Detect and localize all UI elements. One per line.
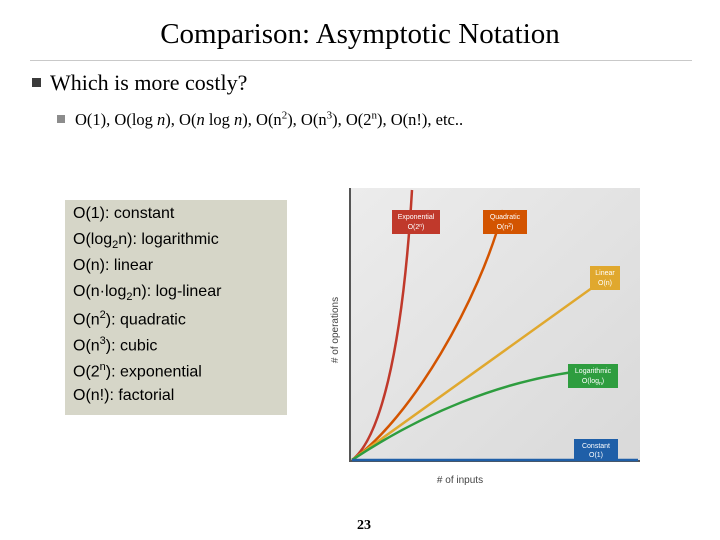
bullet2-text: O(1), O(log n), O(n log n), O(n2), O(n3)… bbox=[75, 109, 464, 129]
legend-item-factorial: O(n!): factorial bbox=[73, 387, 175, 404]
legend-item-quadratic: O(n2): quadratic bbox=[73, 309, 186, 329]
series-label-constant: Constant O(1) bbox=[574, 439, 618, 461]
x-axis-label: # of inputs bbox=[437, 475, 483, 486]
growth-chart: Exponential O(2n) Quadratic O(n2) Linear… bbox=[330, 188, 640, 486]
series-label-exponential: Exponential O(2n) bbox=[392, 210, 440, 234]
curve-logarithmic bbox=[351, 368, 589, 462]
legend-item-constant: O(1): constant bbox=[73, 205, 175, 222]
slide-title: Comparison: Asymptotic Notation bbox=[160, 18, 560, 50]
curve-quadratic bbox=[351, 209, 505, 462]
curve-linear bbox=[351, 273, 611, 462]
page-number: 23 bbox=[357, 518, 371, 533]
series-label-linear: Linear O(n) bbox=[590, 266, 620, 290]
svg-text:Quadratic: Quadratic bbox=[490, 214, 521, 221]
svg-text:Logarithmic: Logarithmic bbox=[575, 368, 612, 375]
legend-item-linear: O(n): linear bbox=[73, 257, 154, 274]
svg-text:O(2n): O(2n) bbox=[408, 223, 425, 231]
y-axis-label: # of operations bbox=[330, 297, 341, 363]
legend-item-logarithmic: O(log2n): logarithmic bbox=[73, 231, 219, 252]
svg-text:Linear: Linear bbox=[595, 270, 615, 277]
legend-item-cubic: O(n3): cubic bbox=[73, 335, 158, 355]
bullet-level1: Which is more costly? bbox=[32, 70, 247, 96]
svg-text:O(n2): O(n2) bbox=[497, 223, 514, 231]
bullet-level2: O(1), O(log n), O(n log n), O(n2), O(n3)… bbox=[57, 109, 463, 130]
complexity-legend-box: O(1): constant O(log2n): logarithmic O(n… bbox=[65, 200, 287, 415]
series-label-quadratic: Quadratic O(n2) bbox=[483, 210, 527, 234]
legend-item-exponential: O(2n): exponential bbox=[73, 361, 202, 381]
series-label-logarithmic: Logarithmic O(logn) bbox=[568, 364, 618, 388]
svg-text:O(1): O(1) bbox=[589, 452, 603, 459]
svg-text:Exponential: Exponential bbox=[398, 214, 435, 221]
title-divider bbox=[30, 60, 692, 61]
legend-item-log-linear: O(n·log2n): log-linear bbox=[73, 283, 222, 304]
svg-text:O(n): O(n) bbox=[598, 280, 612, 287]
svg-text:Constant: Constant bbox=[582, 443, 610, 450]
bullet1-text: Which is more costly? bbox=[50, 70, 248, 95]
bullet-square-icon bbox=[32, 78, 41, 88]
svg-text:O(logn): O(logn) bbox=[582, 378, 604, 387]
bullet-square-icon bbox=[57, 114, 65, 123]
curve-exponential bbox=[351, 189, 414, 461]
